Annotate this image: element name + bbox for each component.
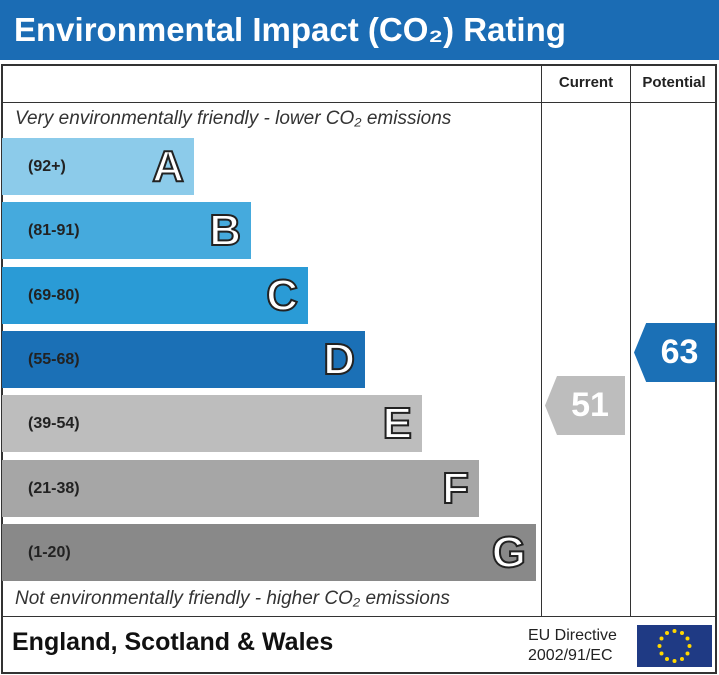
band-range: (39-54) [28,415,80,433]
region-label: England, Scotland & Wales [12,628,334,656]
band-letter: G [491,527,527,578]
star [665,631,669,636]
star [657,644,662,648]
potential-column-header: Potential [642,74,706,91]
star [672,629,677,633]
directive-line1: EU Directive [528,627,617,644]
chart-title: Environmental Impact (CO₂) Rating [0,0,719,60]
star [680,631,684,636]
band-range: (21-38) [28,479,80,497]
band-b: (81-91) B [2,202,251,260]
band-d: (55-68) D [2,330,365,388]
band-range: (92+) [28,158,66,175]
bottom-note: Not environmentally friendly - higher CO… [15,588,450,609]
divider [541,64,542,617]
star [685,651,690,656]
band-c: (69-80) C [2,266,308,324]
eu-flag-icon [637,625,712,667]
band-letter: B [208,205,242,256]
potential-rating-arrow: 63 [634,323,715,382]
star [665,656,669,661]
divider [630,64,631,617]
band-range: (81-91) [28,222,80,240]
divider [1,616,717,617]
band-letter: F [441,463,470,514]
star [685,636,690,641]
top-note: Very environmentally friendly - lower CO… [15,108,452,129]
band-letter: C [265,270,299,321]
band-range: (55-68) [28,350,80,368]
directive-line2: 2002/91/EC [528,647,613,664]
band-range: (1-20) [28,543,71,561]
current-column-header: Current [558,74,614,91]
band-letter: A [151,141,185,192]
band-a: (92+) A [2,138,194,195]
band-g: (1-20) G [2,523,536,581]
band-letter: D [322,334,356,385]
band-e: (39-54) E [2,395,422,453]
band-f: (21-38) F [2,459,479,517]
star [680,656,684,661]
star [672,659,677,663]
star [687,644,692,648]
band-range: (69-80) [28,286,80,304]
star [659,636,664,641]
star [659,651,664,656]
eu-directive: EU Directive 2002/91/EC [528,626,617,666]
band-letter: E [382,398,413,449]
divider [1,102,717,103]
current-rating-arrow: 51 [545,376,625,435]
